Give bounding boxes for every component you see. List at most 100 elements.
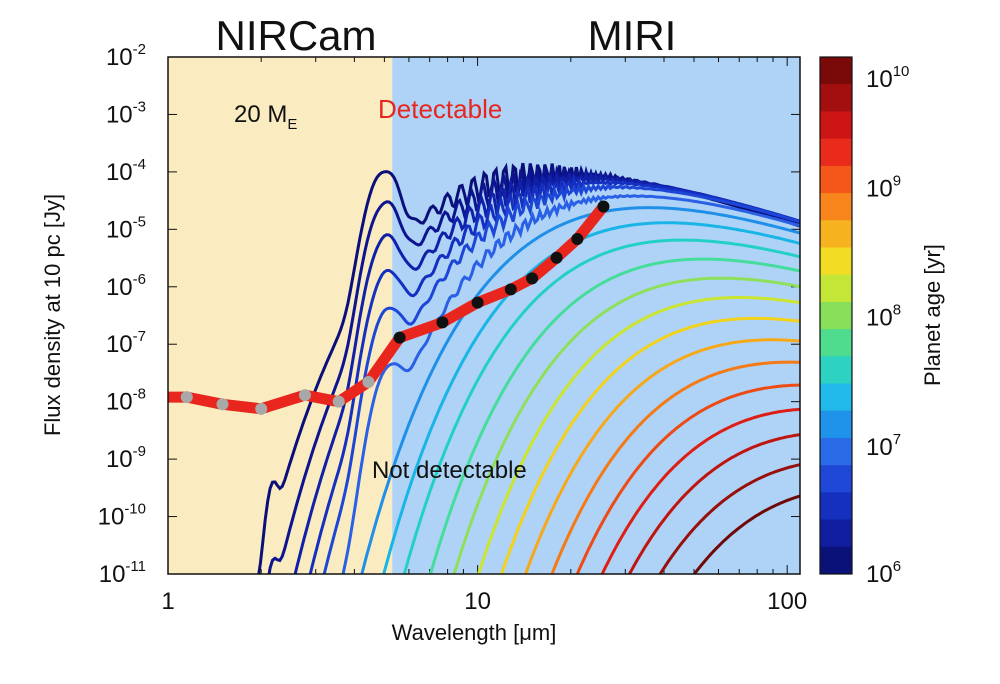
colorbar-title: Planet age [yr] <box>920 244 945 386</box>
colorbar-swatch <box>820 546 852 575</box>
colorbar-swatch <box>820 138 852 167</box>
sed-curve-10 <box>452 276 800 574</box>
colorbar-swatch <box>820 165 852 194</box>
colorbar-tick-exp: 9 <box>893 172 901 189</box>
colorbar-tick-label: 109 <box>866 172 901 202</box>
colorbar-swatch <box>820 410 852 439</box>
mass-annotation-main: 20 M <box>234 101 287 128</box>
y-tick-label: 10-6 <box>106 271 146 301</box>
band-backgrounds <box>168 57 800 574</box>
nircam-point <box>362 375 375 388</box>
y-tick-label: 10-8 <box>106 386 146 416</box>
sed-curve-7 <box>382 221 800 574</box>
y-tick-exp: -10 <box>124 501 146 518</box>
miri-point <box>471 296 484 309</box>
y-tick-base: 10 <box>106 446 133 473</box>
x-tick-label: 1 <box>161 588 174 615</box>
y-tick-base: 10 <box>99 561 126 588</box>
sed-curve-16 <box>600 407 800 574</box>
colorbar-swatch <box>820 465 852 493</box>
colorbar-swatch <box>820 247 852 276</box>
y-tick-label: 10-7 <box>106 328 146 358</box>
sed-curve-5 <box>341 194 800 574</box>
y-tick-label: 10-11 <box>99 558 146 588</box>
y-tick-label: 10-4 <box>106 156 146 186</box>
colorbar-tick-label: 107 <box>866 431 901 461</box>
not-detectable-annotation: Not detectable <box>372 457 527 484</box>
y-tick-base: 10 <box>106 274 133 301</box>
sed-curve-8 <box>402 238 800 574</box>
colorbar-swatch <box>820 329 852 357</box>
colorbar-swatch <box>820 57 852 85</box>
y-tick-labels: 10-210-310-410-510-610-710-810-910-1010-… <box>98 41 146 588</box>
y-tick-exp: -9 <box>133 443 146 460</box>
detectable-annotation: Detectable <box>378 94 502 124</box>
miri-point <box>436 316 449 329</box>
sed-curve-6 <box>360 206 800 574</box>
y-tick-exp: -3 <box>133 98 146 115</box>
mass-annotation: 20 ME <box>234 101 297 133</box>
colorbar-tick-label: 1010 <box>866 63 909 93</box>
y-tick-exp: -6 <box>133 271 146 288</box>
y-tick-exp: -2 <box>133 41 146 58</box>
colorbar-swatch <box>820 274 852 303</box>
colorbar-tick-base: 10 <box>866 305 893 332</box>
sensitivity-points <box>180 200 610 415</box>
y-tick-base: 10 <box>106 159 133 186</box>
colorbar-tick-label: 108 <box>866 302 901 332</box>
colorbar-tick-base: 10 <box>866 175 893 202</box>
sed-curve-3 <box>308 174 800 574</box>
y-tick-base: 10 <box>106 101 133 128</box>
miri-point <box>526 272 539 285</box>
colorbar-swatch <box>820 84 852 112</box>
nircam-point <box>216 398 229 411</box>
colorbar-tick-label: 106 <box>866 558 901 588</box>
x-axis-title: Wavelength [μm] <box>392 620 557 645</box>
miri-point <box>504 283 517 296</box>
colorbar-swatch <box>820 356 852 385</box>
colorbar-frame <box>819 56 853 575</box>
y-tick-label: 10-10 <box>98 501 146 531</box>
colorbar-swatch <box>820 220 852 248</box>
colorbar-swatch <box>820 111 852 140</box>
nircam-point <box>180 391 193 404</box>
mass-annotation-sub: E <box>287 116 297 133</box>
y-tick-exp: -8 <box>133 386 146 403</box>
nircam-point <box>298 389 311 402</box>
y-axis-title: Flux density at 10 pc [Jy] <box>40 194 65 436</box>
plot-frame <box>167 56 801 575</box>
sed-curve-11 <box>476 296 800 574</box>
y-tick-label: 10-3 <box>106 98 146 128</box>
band-0 <box>168 57 393 574</box>
miri-point <box>393 331 406 344</box>
y-tick-base: 10 <box>106 331 133 358</box>
y-tick-exp: -7 <box>133 328 146 345</box>
y-tick-label: 10-2 <box>106 41 146 71</box>
sed-curves <box>257 162 800 574</box>
y-tick-exp: -11 <box>125 558 146 575</box>
sed-curve-17 <box>627 433 800 574</box>
colorbar-tick-base: 10 <box>866 561 893 588</box>
colorbar-tick-base: 10 <box>866 66 893 93</box>
sed-curve-13 <box>523 338 800 574</box>
sed-curve-4 <box>322 182 800 574</box>
colorbar-tick-exp: 7 <box>893 431 901 448</box>
y-tick-base: 10 <box>106 44 133 71</box>
sed-curve-18 <box>658 463 800 574</box>
y-tick-label: 10-9 <box>106 443 146 473</box>
y-tick-base: 10 <box>106 216 133 243</box>
colorbar-swatch <box>820 383 852 412</box>
sed-curve-9 <box>428 257 800 574</box>
colorbar-tick-exp: 6 <box>893 558 901 575</box>
y-tick-exp: -4 <box>133 156 146 173</box>
x-tick-labels: 1 10 100 <box>161 588 807 615</box>
y-tick-base: 10 <box>98 504 125 531</box>
y-tick-label: 10-5 <box>106 213 146 243</box>
nircam-point <box>332 395 345 408</box>
colorbar-tick-exp: 8 <box>893 302 901 319</box>
colorbar-tick-base: 10 <box>866 434 893 461</box>
colorbar-swatch <box>820 492 852 521</box>
y-tick-exp: -5 <box>133 213 146 230</box>
